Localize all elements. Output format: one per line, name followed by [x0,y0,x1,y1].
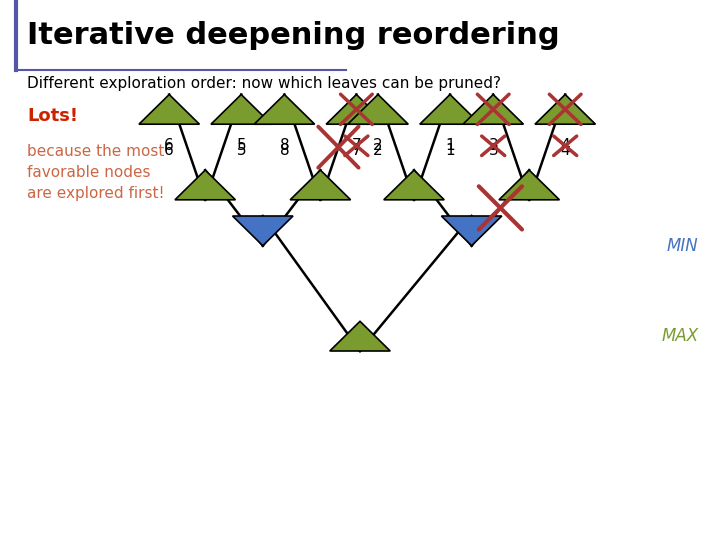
Text: Lots!: Lots! [27,107,78,125]
Polygon shape [211,94,271,124]
Text: 4: 4 [560,143,570,158]
Text: 7: 7 [351,143,361,158]
Polygon shape [326,94,387,124]
Text: 6: 6 [164,143,174,158]
Polygon shape [233,216,293,246]
Polygon shape [139,94,199,124]
Text: 2: 2 [373,138,383,153]
Text: MAX: MAX [661,327,698,345]
Text: Iterative deepening reordering: Iterative deepening reordering [27,21,560,50]
Text: 1: 1 [445,143,455,158]
Text: MIN: MIN [667,237,698,255]
Text: 7: 7 [351,138,361,153]
Text: 4: 4 [560,138,570,153]
Text: 8: 8 [279,138,289,153]
Polygon shape [290,170,351,200]
Polygon shape [441,216,502,246]
Text: 3: 3 [488,138,498,153]
Polygon shape [535,94,595,124]
Text: 5: 5 [236,138,246,153]
Text: because the most
favorable nodes
are explored first!: because the most favorable nodes are exp… [27,144,165,201]
Polygon shape [384,170,444,200]
Polygon shape [330,321,390,351]
Text: 3: 3 [488,143,498,158]
Polygon shape [499,170,559,200]
Text: 5: 5 [236,143,246,158]
Polygon shape [463,94,523,124]
Text: 1: 1 [445,138,455,153]
Text: Different exploration order: now which leaves can be pruned?: Different exploration order: now which l… [27,76,501,91]
Text: 2: 2 [373,143,383,158]
Polygon shape [348,94,408,124]
Text: 6: 6 [164,138,174,153]
Text: 8: 8 [279,143,289,158]
Polygon shape [420,94,480,124]
Polygon shape [254,94,315,124]
Polygon shape [175,170,235,200]
